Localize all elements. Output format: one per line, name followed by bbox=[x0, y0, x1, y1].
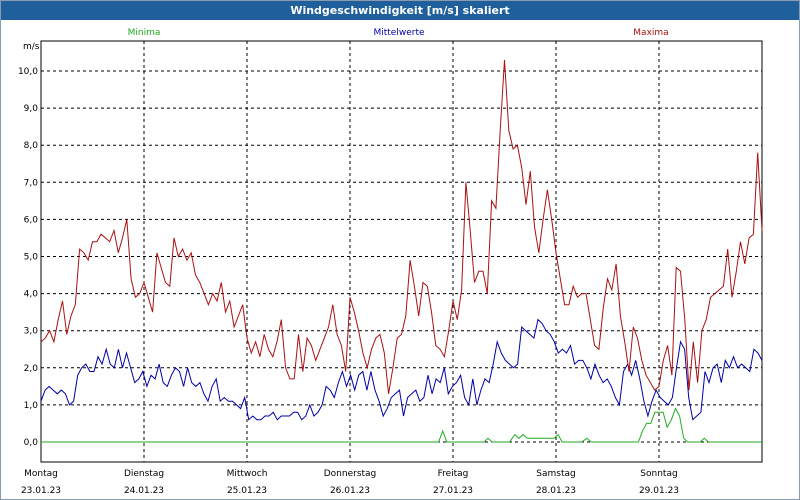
y-tick-label: 0,0 bbox=[24, 438, 39, 448]
y-tick-label: 5,0 bbox=[24, 253, 39, 263]
series-line-maxima bbox=[40, 59, 763, 394]
y-tick-label: 8,0 bbox=[24, 141, 39, 151]
series-layer bbox=[40, 59, 763, 443]
y-tick-labels: 0,0 1,0 2,0 3,0 4,0 5,0 6,0 7,0 8,0 9,0 10,0 bbox=[18, 67, 38, 448]
y-tick-label: 1,0 bbox=[24, 401, 39, 411]
x-tick-date: 28.01.23 bbox=[536, 486, 576, 496]
x-tick-day: Donnerstag bbox=[324, 469, 377, 479]
plot-border bbox=[40, 40, 763, 463]
x-tick-day: Montag bbox=[24, 469, 58, 479]
y-tick-label: 3,0 bbox=[24, 327, 39, 337]
x-tick-date: 29.01.23 bbox=[639, 486, 679, 496]
y-tick-label: 7,0 bbox=[24, 178, 39, 188]
x-tick-date: 27.01.23 bbox=[433, 486, 473, 496]
y-tick-label: 4,0 bbox=[24, 290, 39, 300]
x-tick-day: Samstag bbox=[536, 469, 575, 479]
legend-maxima: Maxima bbox=[633, 28, 668, 38]
x-tick-labels: Montag 23.01.23 Dienstag 24.01.23 Mittwoch 25… bbox=[21, 469, 679, 496]
x-tick-date: 24.01.23 bbox=[124, 486, 164, 496]
legend-minima: Minima bbox=[128, 28, 161, 38]
y-tick-label: 6,0 bbox=[24, 215, 39, 225]
series-line-minima bbox=[41, 407, 762, 443]
y-tick-label: 9,0 bbox=[24, 104, 39, 114]
axes bbox=[40, 40, 763, 463]
y-axis-unit-label: m/s bbox=[23, 42, 40, 52]
x-tick-date: 23.01.23 bbox=[21, 486, 61, 496]
legend-mittelwerte: Mittelwerte bbox=[373, 28, 424, 38]
x-tick-date: 26.01.23 bbox=[330, 486, 370, 496]
x-tick-day: Sonntag bbox=[640, 469, 677, 479]
y-tick-label: 10,0 bbox=[18, 67, 38, 77]
x-tick-day: Mittwoch bbox=[227, 469, 268, 479]
x-tick-day: Freitag bbox=[438, 469, 469, 479]
series-line-mittelwerte bbox=[40, 318, 763, 421]
x-tick-date: 25.01.23 bbox=[227, 486, 267, 496]
grid bbox=[41, 41, 762, 462]
x-tick-day: Dienstag bbox=[124, 469, 164, 479]
y-tick-label: 2,0 bbox=[24, 364, 39, 374]
chart-title: Windgeschwindigkeit [m/s] skaliert bbox=[1, 1, 799, 20]
